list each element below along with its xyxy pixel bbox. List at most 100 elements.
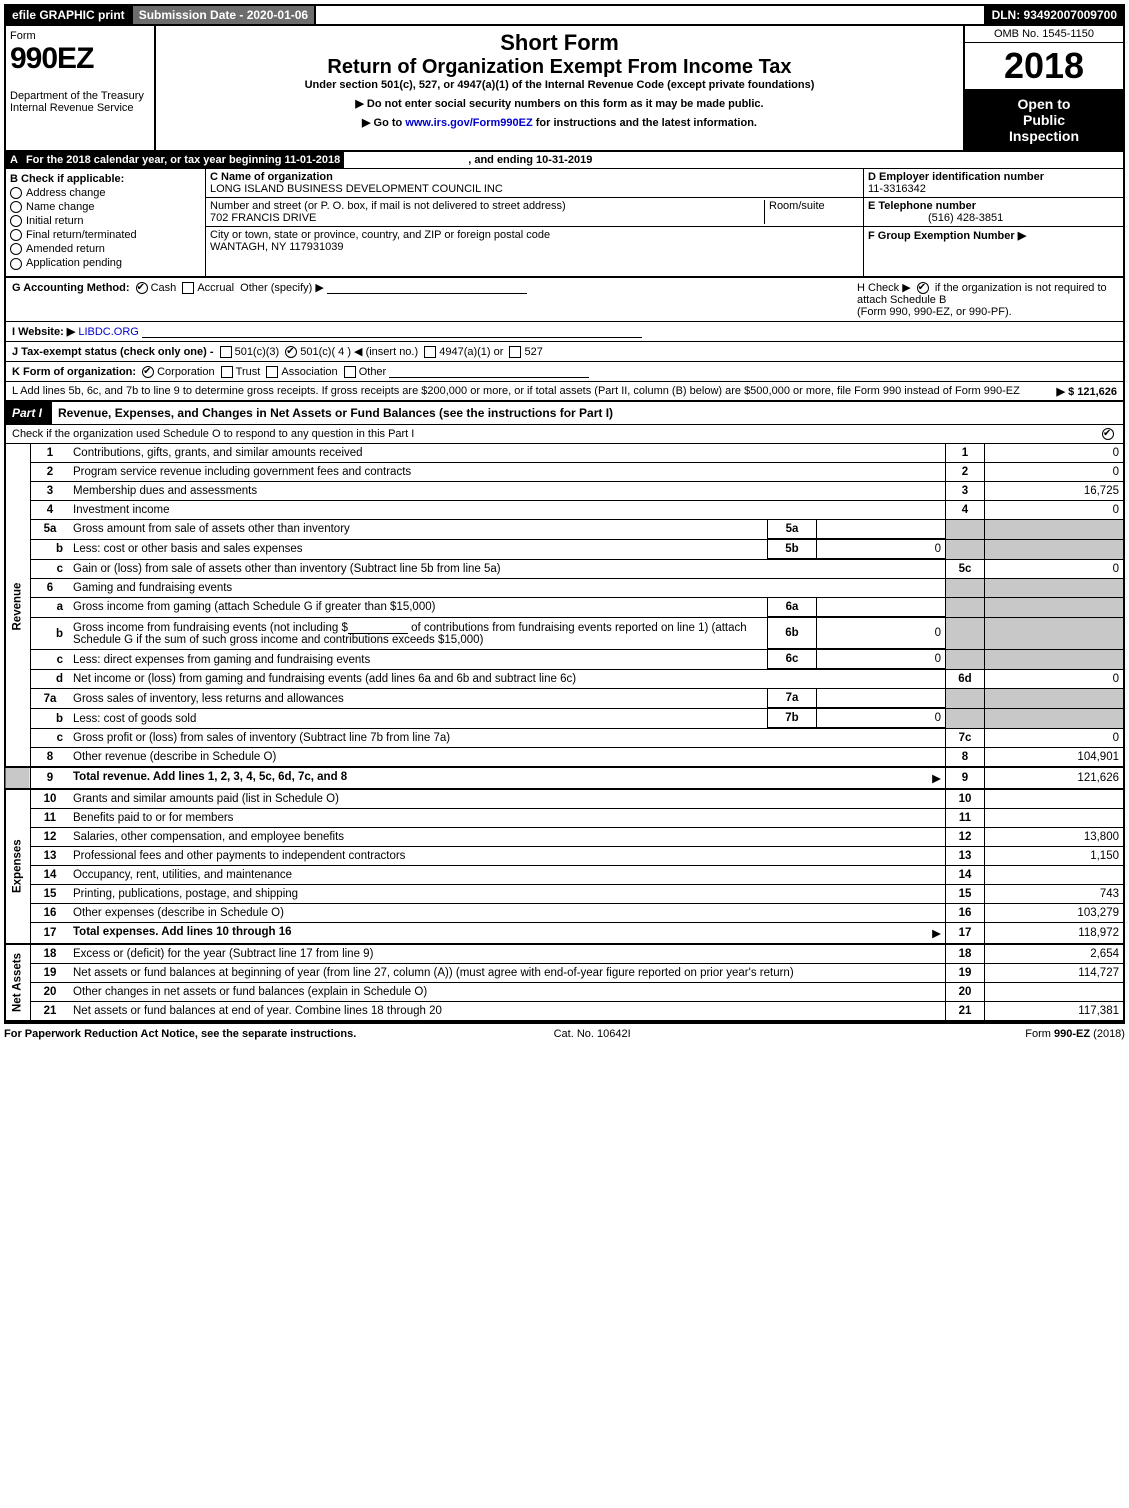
row-a-text2: , and ending 10-31-2019 <box>464 152 596 168</box>
ln2-num: 2 <box>31 462 70 481</box>
ln6b-num: b <box>31 617 70 650</box>
ln6c-text: Less: direct expenses from gaming and fu… <box>69 650 768 669</box>
ln10-ref: 10 <box>946 789 985 809</box>
ln6b-text: Gross income from fundraising events (no… <box>69 618 768 649</box>
ln5b-num: b <box>31 539 70 559</box>
chk-amended-return[interactable]: Amended return <box>10 243 201 255</box>
ssn-warning: ▶ Do not enter social security numbers o… <box>164 97 955 110</box>
efile-print-label[interactable]: efile GRAPHIC print <box>6 6 131 24</box>
ln5a-iamt <box>817 520 946 539</box>
dln-label: DLN: 93492007009700 <box>984 6 1123 24</box>
row-a-tax-year: A For the 2018 calendar year, or tax yea… <box>4 152 1125 169</box>
ln7c-num: c <box>31 729 70 748</box>
other-specify-input[interactable] <box>327 281 527 294</box>
ln21-ref: 21 <box>946 1002 985 1022</box>
open-to-public-inspection: Open to Public Inspection <box>965 90 1123 150</box>
ln11-num: 11 <box>31 809 70 828</box>
ln12-text: Salaries, other compensation, and employ… <box>69 828 946 847</box>
row-j: J Tax-exempt status (check only one) - 5… <box>4 342 1125 362</box>
ln18-ref: 18 <box>946 944 985 964</box>
ln17-amt: 118,972 <box>985 923 1125 945</box>
ln6c-iamt: 0 <box>817 650 946 669</box>
ln5b-iref: 5b <box>768 540 817 559</box>
irs-link[interactable]: www.irs.gov/Form990EZ <box>405 117 532 129</box>
chk-4947[interactable] <box>424 346 436 358</box>
page-footer: For Paperwork Reduction Act Notice, see … <box>4 1022 1125 1040</box>
part1-sub: Check if the organization used Schedule … <box>4 425 1125 444</box>
ln12-amt: 13,800 <box>985 828 1125 847</box>
form-header: Form 990EZ Department of the Treasury In… <box>4 26 1125 152</box>
under-section-text: Under section 501(c), 527, or 4947(a)(1)… <box>164 79 955 91</box>
ln5b-iamt: 0 <box>817 540 946 559</box>
h-text1: H Check ▶ <box>857 282 911 294</box>
ln17-ref: 17 <box>946 923 985 945</box>
l-amount: ▶ $ 121,626 <box>1057 385 1117 398</box>
chk-application-pending[interactable]: Application pending <box>10 257 201 269</box>
ln4-ref: 4 <box>946 500 985 519</box>
ln6d-ref: 6d <box>946 670 985 689</box>
row-a-text1: For the 2018 calendar year, or tax year … <box>22 152 344 168</box>
ln8-ref: 8 <box>946 748 985 768</box>
top-bar: efile GRAPHIC print Submission Date - 20… <box>4 4 1125 26</box>
tax-year: 2018 <box>965 43 1123 90</box>
chk-association[interactable] <box>266 366 278 378</box>
ln6d-num: d <box>31 670 70 689</box>
chk-trust[interactable] <box>221 366 233 378</box>
ln20-num: 20 <box>31 983 70 1002</box>
ln13-num: 13 <box>31 847 70 866</box>
chk-initial-return[interactable]: Initial return <box>10 215 201 227</box>
part1-title: Revenue, Expenses, and Changes in Net As… <box>52 402 619 424</box>
ln15-text: Printing, publications, postage, and shi… <box>69 885 946 904</box>
chk-name-change[interactable]: Name change <box>10 201 201 213</box>
ln11-amt <box>985 809 1125 828</box>
chk-cash[interactable] <box>136 282 148 294</box>
ln6a-iref: 6a <box>768 598 817 617</box>
chk-accrual[interactable] <box>182 282 194 294</box>
chk-corporation[interactable] <box>142 366 154 378</box>
form-number: 990EZ <box>10 42 150 76</box>
ln20-amt <box>985 983 1125 1002</box>
city-value: WANTAGH, NY 117931039 <box>210 241 859 253</box>
chk-final-return[interactable]: Final return/terminated <box>10 229 201 241</box>
chk-501c[interactable] <box>285 346 297 358</box>
ln9-num: 9 <box>31 767 70 789</box>
submission-date-button[interactable]: Submission Date - 2020-01-06 <box>131 6 316 24</box>
box-c: C Name of organization LONG ISLAND BUSIN… <box>206 169 863 276</box>
ln6b-iamt: 0 <box>817 618 946 649</box>
ln8-text: Other revenue (describe in Schedule O) <box>69 748 946 768</box>
ln14-text: Occupancy, rent, utilities, and maintena… <box>69 866 946 885</box>
ln14-ref: 14 <box>946 866 985 885</box>
box-def: D Employer identification number 11-3316… <box>863 169 1123 276</box>
ln5a-text: Gross amount from sale of assets other t… <box>69 520 768 539</box>
ln6-text: Gaming and fundraising events <box>69 578 946 597</box>
row-l: L Add lines 5b, 6c, and 7b to line 9 to … <box>4 382 1125 402</box>
chk-h[interactable] <box>917 282 929 294</box>
chk-schedule-o[interactable] <box>1102 428 1114 440</box>
ln5c-amt: 0 <box>985 559 1125 578</box>
ln6-num: 6 <box>31 578 70 597</box>
ln4-text: Investment income <box>69 500 946 519</box>
chk-other-org[interactable] <box>344 366 356 378</box>
dept-treasury: Department of the Treasury <box>10 90 150 102</box>
omb-number: OMB No. 1545-1150 <box>965 26 1123 43</box>
ln16-amt: 103,279 <box>985 904 1125 923</box>
ln11-ref: 11 <box>946 809 985 828</box>
ln7b-iamt: 0 <box>817 709 946 728</box>
chk-501c3[interactable] <box>220 346 232 358</box>
ln7c-amt: 0 <box>985 729 1125 748</box>
phone-value: (516) 428-3851 <box>868 212 1003 224</box>
ln21-amt: 117,381 <box>985 1002 1125 1022</box>
netassets-side-label: Net Assets <box>5 944 31 1021</box>
ln6a-text: Gross income from gaming (attach Schedul… <box>69 598 768 617</box>
ln6a-num: a <box>31 597 70 617</box>
row-a-prefix: A <box>6 152 22 168</box>
chk-address-change[interactable]: Address change <box>10 187 201 199</box>
entity-block: B Check if applicable: Address change Na… <box>4 169 1125 278</box>
row-gh: G Accounting Method: Cash Accrual Other … <box>4 278 1125 322</box>
expenses-side-label: Expenses <box>5 789 31 944</box>
chk-527[interactable] <box>509 346 521 358</box>
website-link[interactable]: LIBDC.ORG <box>78 326 139 338</box>
goto-link-line: ▶ Go to www.irs.gov/Form990EZ for instru… <box>164 116 955 129</box>
k-label: K Form of organization: <box>12 366 136 378</box>
ln1-amt: 0 <box>985 444 1125 463</box>
